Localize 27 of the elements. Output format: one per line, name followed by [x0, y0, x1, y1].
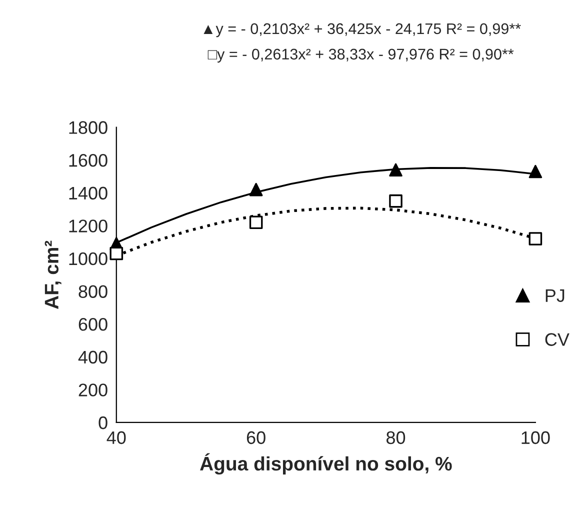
point — [389, 194, 402, 208]
x-tick-label: 60 — [246, 431, 266, 444]
point — [389, 163, 402, 177]
text: □y = - 0,2613x² + 38,33x - 97,976 R² = 0,90** — [208, 48, 514, 63]
y-tick-label: 400 — [78, 350, 108, 364]
y-tick-label: 1400 — [69, 186, 108, 200]
point — [528, 164, 542, 178]
x-tick-label: 40 — [106, 431, 126, 444]
point — [249, 182, 263, 196]
x-tick-label: 100 — [522, 431, 550, 444]
x-tick-label: 80 — [386, 431, 406, 444]
legend-label: PJ — [546, 289, 564, 302]
point — [528, 232, 542, 246]
y-tick-label: 1600 — [69, 154, 108, 167]
point — [110, 246, 124, 260]
legend-label: CV — [545, 333, 570, 346]
x-axis-title: Água disponível no solo, % — [200, 453, 452, 475]
y-tick-label: 1800 — [69, 121, 108, 134]
y-tick-label: 200 — [78, 384, 108, 396]
point — [249, 216, 263, 230]
y-tick-label: 0 — [98, 416, 108, 430]
y-tick-label: 600 — [78, 318, 108, 331]
y-axis-title: AF, cm² — [44, 240, 62, 309]
y-tick-label: 800 — [78, 285, 108, 298]
y-tick-label: 1000 — [69, 252, 108, 266]
y-tick-label: 1200 — [69, 220, 108, 232]
text: ▲y = - 0,2103x² + 36,425x - 24,175 R² = 0,99** — [204, 23, 521, 38]
